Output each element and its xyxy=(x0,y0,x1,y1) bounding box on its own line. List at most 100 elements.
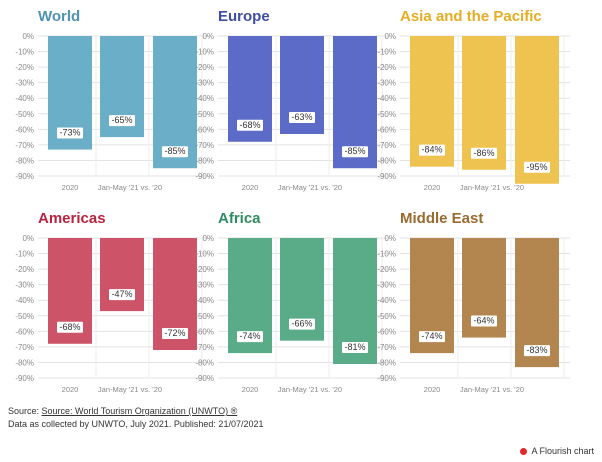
data-label: -85% xyxy=(164,146,185,156)
y-tick-label: -80% xyxy=(15,156,34,165)
data-label: -72% xyxy=(164,328,185,338)
data-label-bg xyxy=(289,112,315,123)
panel-middle-east: Middle East 0% -10% -20% -30% -40% -50% -60% -70… xyxy=(377,210,590,406)
y-tick-label: -10% xyxy=(195,250,214,259)
x-tick-label: Jan-May '21 vs. '20 xyxy=(278,385,342,394)
y-tick-label: -80% xyxy=(377,358,396,367)
data-label-bg xyxy=(342,146,368,158)
data-label: -68% xyxy=(59,322,80,332)
x-tick-label: Jan-May '21 vs. '20 xyxy=(98,183,162,192)
data-label-bg xyxy=(524,345,550,357)
credit-label: A Flourish chart xyxy=(531,446,594,456)
y-tick-label: -40% xyxy=(15,296,34,305)
y-tick-label: -30% xyxy=(195,79,214,88)
flourish-logo-icon xyxy=(520,447,528,455)
y-tick-label: -50% xyxy=(195,110,214,119)
y-tick-label: -60% xyxy=(195,125,214,134)
y-tick-label: 0% xyxy=(384,32,396,41)
y-tick-label: -30% xyxy=(15,281,34,290)
panel-africa: Africa 0% -10% -20% -30% -40% -50% -60% -70% -80%… xyxy=(195,210,408,406)
panel-title: Middle East xyxy=(400,210,484,227)
data-label: -83% xyxy=(526,345,547,355)
data-label: -64% xyxy=(473,316,494,326)
y-tick-label: -40% xyxy=(377,94,396,103)
data-label-bg xyxy=(524,161,550,173)
data-label: -74% xyxy=(421,331,442,341)
y-tick-label: 0% xyxy=(384,234,396,243)
y-tick-label: -60% xyxy=(195,327,214,336)
y-tick-label: -20% xyxy=(195,265,214,274)
data-label-bg xyxy=(57,127,83,139)
bar-chart-world: 0% -10% -20% -30% -40% -50% -60% -70% -80% -90% -7… xyxy=(15,32,208,192)
y-tick-label: 0% xyxy=(22,32,34,41)
data-label: -86% xyxy=(473,148,494,158)
y-tick-label: -60% xyxy=(377,125,396,134)
x-tick-label: 2020 xyxy=(424,385,441,394)
source-link[interactable]: Source: World Tourism Organization (UNWT… xyxy=(41,406,238,416)
y-tick-label: -10% xyxy=(195,48,214,57)
y-tick-label: -20% xyxy=(377,265,396,274)
y-tick-label: -50% xyxy=(377,312,396,321)
y-tick-label: -70% xyxy=(377,141,396,150)
bar[interactable] xyxy=(333,36,377,169)
y-tick-label: -70% xyxy=(195,343,214,352)
y-tick-label: -70% xyxy=(195,141,214,150)
data-label-bg xyxy=(162,146,188,158)
bar-chart-europe: 0% -10% -20% -30% -40% -50% -60% -70% -80% -90% -6… xyxy=(195,32,388,192)
data-label-bg xyxy=(289,318,315,330)
bar-chart-middle-east: 0% -10% -20% -30% -40% -50% -60% -70% -80% -90% -7… xyxy=(377,234,570,394)
flourish-credit[interactable]: A Flourish chart xyxy=(520,446,594,456)
y-tick-label: -30% xyxy=(377,79,396,88)
y-tick-label: -60% xyxy=(15,327,34,336)
y-tick-label: 0% xyxy=(22,234,34,243)
source-prefix: Source: xyxy=(8,406,42,416)
y-tick-label: -50% xyxy=(377,110,396,119)
y-tick-label: -10% xyxy=(15,250,34,259)
y-tick-label: -90% xyxy=(377,374,396,383)
data-label: -73% xyxy=(59,128,80,138)
x-tick-label: Jan-May '21 vs. '20 xyxy=(278,183,342,192)
data-label: -81% xyxy=(344,342,365,352)
bar[interactable] xyxy=(462,36,506,170)
y-tick-label: -90% xyxy=(15,172,34,181)
data-label-bg xyxy=(237,119,263,131)
x-tick-label: 2020 xyxy=(424,183,441,192)
x-tick-label: Jan-May '21 vs. '20 xyxy=(460,385,524,394)
y-tick-label: -30% xyxy=(15,79,34,88)
y-tick-label: -10% xyxy=(377,250,396,259)
y-tick-label: -80% xyxy=(195,358,214,367)
y-tick-label: -80% xyxy=(195,156,214,165)
data-label-bg xyxy=(471,315,497,327)
y-tick-label: -80% xyxy=(15,358,34,367)
panel-title: Asia and the Pacific xyxy=(400,8,542,25)
y-tick-label: -50% xyxy=(195,312,214,321)
y-tick-label: -90% xyxy=(195,172,214,181)
y-tick-label: -20% xyxy=(195,63,214,72)
y-tick-label: -70% xyxy=(15,141,34,150)
bar[interactable] xyxy=(515,36,559,184)
bar[interactable] xyxy=(100,238,144,312)
y-tick-label: -70% xyxy=(15,343,34,352)
data-label-bg xyxy=(162,328,188,339)
y-tick-label: -50% xyxy=(15,312,34,321)
panel-title: Africa xyxy=(218,210,261,227)
data-label: -66% xyxy=(291,319,312,329)
y-tick-label: -40% xyxy=(195,296,214,305)
panel-title: Europe xyxy=(218,8,270,25)
y-tick-label: -20% xyxy=(15,63,34,72)
x-tick-label: 2020 xyxy=(62,385,79,394)
data-label-bg xyxy=(471,147,497,159)
y-tick-label: -70% xyxy=(377,343,396,352)
x-tick-label: Jan-May '21 vs. '20 xyxy=(98,385,162,394)
x-tick-label: 2020 xyxy=(62,183,79,192)
source-line: Source: Source: World Tourism Organizati… xyxy=(8,405,263,418)
data-label: -47% xyxy=(111,289,132,299)
y-tick-label: 0% xyxy=(202,234,214,243)
data-label-bg xyxy=(419,144,445,156)
data-label: -85% xyxy=(344,146,365,156)
data-label: -84% xyxy=(421,145,442,155)
y-tick-label: -50% xyxy=(15,110,34,119)
y-tick-label: -20% xyxy=(377,63,396,72)
bar[interactable] xyxy=(153,36,197,169)
panel-asia-and-the-pacific: Asia and the Pacific 0% -10% -20% -30% -40% -5… xyxy=(377,8,590,204)
